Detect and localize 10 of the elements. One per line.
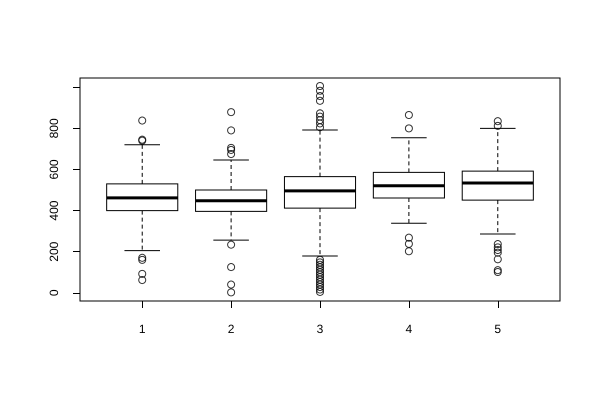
y-tick-label: 200 [47,241,61,262]
x-tick-label: 3 [316,322,324,336]
x-tick-label: 4 [406,322,413,336]
y-tick-label: 0 [47,289,61,296]
y-tick-label: 800 [47,118,61,138]
y-tick-label: 400 [47,200,61,221]
x-tick-label: 1 [138,322,146,336]
y-tick-label: 600 [47,159,61,180]
x-tick-label: 5 [494,322,502,336]
x-tick-label: 2 [228,322,235,336]
